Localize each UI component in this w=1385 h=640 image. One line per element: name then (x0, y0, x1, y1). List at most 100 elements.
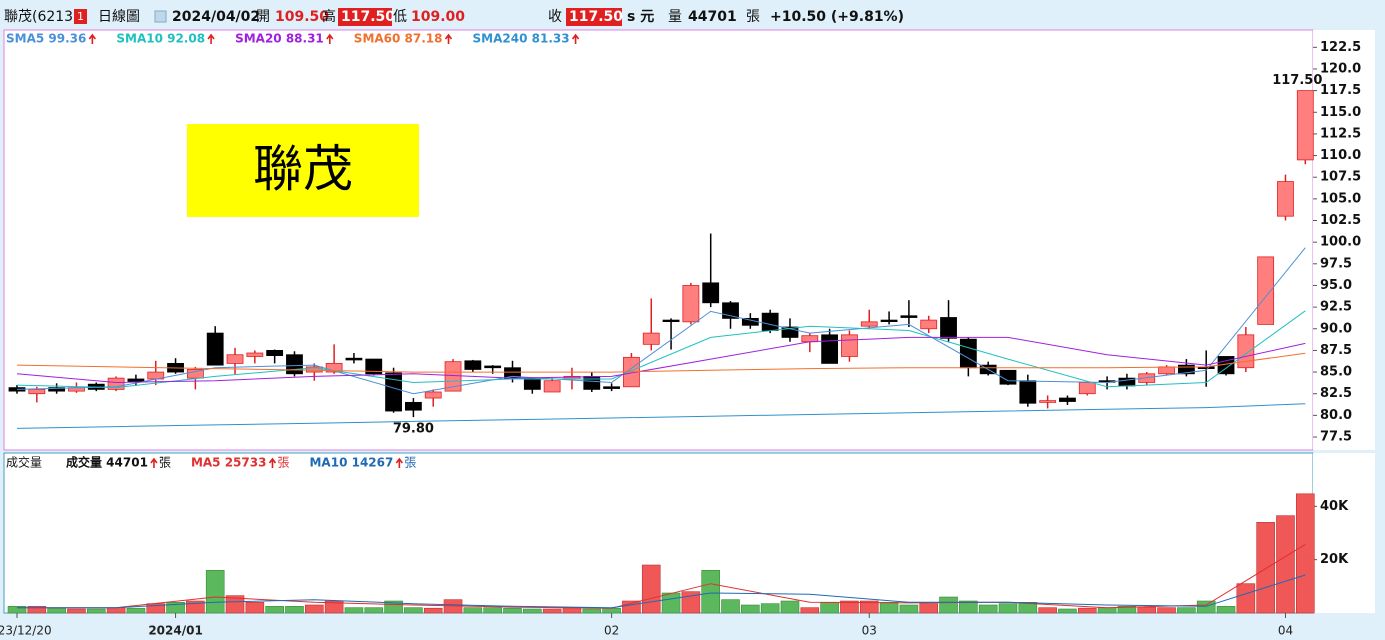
volume-bar (919, 603, 939, 614)
candle-body (424, 391, 442, 399)
volume-bar (166, 602, 185, 614)
y-tick-label: 122.5 (1320, 40, 1361, 55)
volume-bar (859, 600, 879, 614)
y-tick-label: 80.0 (1320, 408, 1352, 423)
y-tick-label: 117.5 (1320, 83, 1361, 98)
volume-bar (86, 608, 106, 614)
volume-bar (265, 606, 284, 614)
legend-entry: SMA240 81.33 (473, 32, 570, 46)
x-tick-label: 02 (604, 624, 619, 638)
candle-body (365, 358, 383, 375)
volume-bar (1018, 602, 1038, 614)
volume-bar (1256, 522, 1275, 614)
legend-entry: SMA20 88.31 (235, 32, 324, 46)
candle-body (900, 315, 918, 318)
volume-bar (542, 608, 562, 614)
candle-body (1177, 364, 1195, 375)
volume-bar (840, 600, 859, 614)
volume-bar (721, 599, 740, 614)
volume-bar (463, 607, 483, 614)
legend-entry: MA5 25733 (191, 456, 267, 470)
up-arrow (268, 457, 277, 468)
candle-body (761, 312, 779, 331)
volume-bar (741, 604, 760, 614)
volume-bar (939, 596, 958, 614)
up-arrow (207, 33, 215, 44)
volume-bar (285, 606, 304, 614)
ma-line (17, 543, 1306, 609)
volume-bar (1038, 607, 1057, 614)
low-label: 低 (393, 9, 407, 25)
volume-bar (1196, 600, 1216, 614)
volume-bar (126, 607, 146, 614)
y-tick-label: 107.5 (1320, 170, 1361, 185)
candle-body (682, 285, 700, 323)
ma-line (16, 352, 1306, 373)
high-value: 117.50 (341, 9, 395, 25)
ma-line (16, 336, 1306, 384)
candle-body (801, 335, 819, 343)
candle-body (186, 369, 204, 379)
legend-entry: SMA10 92.08 (116, 32, 205, 46)
y-tick-label: 95.0 (1320, 278, 1352, 293)
stock-name: 聯茂(6213) (4, 8, 79, 25)
up-arrow (150, 457, 158, 468)
volume-bar (1058, 608, 1077, 614)
close-label: 收 (548, 9, 562, 25)
high-box (338, 8, 392, 26)
candle-body (444, 361, 462, 392)
volume-bar (1157, 607, 1176, 614)
volume-bar (1077, 607, 1097, 614)
ma-line (16, 403, 1306, 429)
open-value: 109.50 (275, 9, 329, 25)
candle-body (741, 317, 759, 326)
up-arrow (88, 33, 96, 44)
volume-bar (959, 600, 978, 614)
volume-bar (67, 608, 86, 614)
y-tick-label: 102.5 (1320, 213, 1361, 228)
volume-bar (225, 595, 245, 614)
volume-bar (523, 608, 542, 614)
volume-label: 量 (668, 9, 682, 25)
legend-unit: 張 (159, 456, 171, 470)
close-value: 117.50 (569, 9, 623, 25)
date: 2024/04/02 (172, 9, 260, 25)
candle-body (1039, 400, 1057, 403)
candle-body (1277, 181, 1294, 217)
volume-bar (602, 607, 621, 614)
dropdown-icon[interactable] (154, 10, 167, 23)
volume-bar (364, 607, 384, 614)
candle-body (484, 365, 502, 369)
volume-bar (1216, 606, 1236, 614)
up-arrow (395, 457, 403, 468)
y-tick-label: 120.0 (1320, 61, 1361, 76)
volume-bar (661, 592, 681, 614)
candle-body (385, 372, 402, 412)
candle-body (959, 338, 977, 369)
volume-axis-area (1313, 453, 1375, 613)
volume-bar (27, 606, 47, 614)
candle-body (345, 357, 363, 361)
volume-bar (780, 600, 800, 614)
high-label: 高 (322, 8, 336, 25)
y-tick-label: 105.0 (1320, 191, 1361, 206)
candle-body (920, 319, 938, 330)
y-tick-label: 20K (1320, 552, 1349, 567)
candle-body (583, 375, 601, 390)
candle-body (28, 388, 46, 395)
candle-body (1257, 256, 1275, 325)
x-tick-label: 2023/12/20 (0, 624, 52, 638)
legend-entry: SMA5 99.36 (6, 32, 86, 46)
volume-bar (7, 606, 27, 614)
candle-body (266, 350, 284, 357)
volume-bar (582, 608, 602, 614)
x-tick-label: 04 (1278, 624, 1293, 638)
volume-bar (344, 607, 364, 614)
volume-bar (1276, 515, 1295, 614)
period: 日線圖 (98, 9, 140, 25)
volume-bar (760, 603, 780, 614)
candle-body (305, 366, 323, 373)
candle-body (48, 387, 66, 392)
volume-bar (879, 602, 899, 614)
